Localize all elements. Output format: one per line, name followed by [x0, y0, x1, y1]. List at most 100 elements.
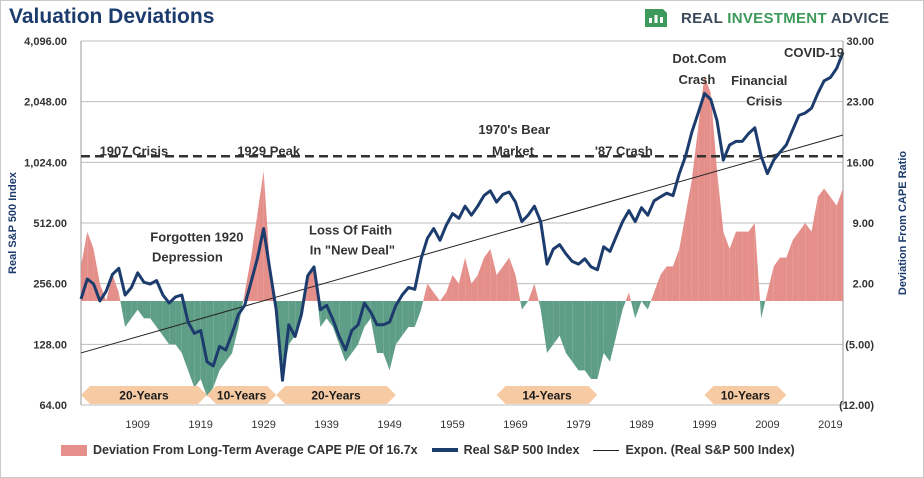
y-right-tick-label: 16.00 — [846, 157, 874, 169]
deviation-area-segment — [717, 171, 724, 301]
period-arrow — [496, 386, 598, 404]
deviation-area-segment — [477, 257, 485, 301]
annotation-label: '87 Crash — [595, 143, 653, 158]
annotation-label: 1970's Bear — [478, 122, 550, 137]
x-axis: 1909 1919 1929 1939 1949 1959 1969 1979 1989 1999… — [125, 419, 842, 431]
deviation-area-segment — [175, 301, 182, 353]
y-right-tick-label: 2.00 — [853, 279, 874, 291]
deviation-area-segment — [660, 266, 667, 301]
deviation-area-segment — [578, 301, 585, 371]
deviation-area-segment — [572, 301, 579, 371]
deviation-area-segment — [591, 301, 598, 379]
legend-swatch-index — [431, 448, 458, 452]
deviation-area-segment — [143, 301, 151, 319]
deviation-area-segment — [780, 257, 787, 301]
period-label: 10-Years — [721, 389, 771, 403]
deviation-area-segment — [765, 292, 768, 301]
y-right-axis-title: Deviation From CAPE Ratio — [897, 151, 909, 296]
deviation-area-segment — [496, 266, 503, 301]
brand-name-part2: INVESTMENT — [727, 9, 827, 27]
legend-item-index: Real S&P 500 Index — [431, 443, 580, 457]
legend-label-index: Real S&P 500 Index — [463, 443, 580, 457]
period-label: 20-Years — [119, 389, 169, 403]
annotation-label: Market — [492, 143, 535, 158]
deviation-area-segment — [257, 171, 264, 301]
annotation-label: Dot.Com — [672, 51, 726, 66]
x-tick-label: 2009 — [755, 419, 779, 431]
annotations: 1907 Crisis 1929 Peak Forgotten 1920 Depres… — [100, 45, 844, 265]
deviation-area-segment — [635, 301, 642, 319]
deviation-area-segment — [156, 301, 163, 336]
period-arrow — [704, 386, 787, 404]
deviation-area-segment — [710, 93, 718, 301]
deviation-area-segment — [471, 275, 478, 301]
legend-item-trend: Expon. (Real S&P 500 Index) — [593, 443, 795, 457]
x-tick-label: 2019 — [818, 419, 842, 431]
deviation-area-segment — [767, 266, 774, 301]
deviation-area-segment — [452, 275, 459, 301]
deviation-area-segment — [484, 249, 491, 301]
y-right-tick-label: (12.00) — [839, 400, 874, 412]
deviation-area-segment — [761, 301, 766, 319]
deviation-area-segment — [446, 275, 453, 301]
y-right-axis: 30.00 23.00 16.00 9.00 2.00 (5.00) (12.00) — [839, 36, 874, 412]
deviation-area-segment — [125, 301, 132, 327]
deviation-area-segment — [654, 275, 661, 301]
deviation-area-segment — [723, 231, 730, 301]
annotation-label: In "New Deal" — [310, 242, 395, 257]
y-left-tick-label: 1,024.00 — [24, 157, 67, 169]
deviation-area-segment — [118, 292, 121, 301]
deviation-area-segment — [395, 301, 403, 345]
deviation-area-segment — [628, 292, 631, 301]
period-label: 14-Years — [522, 389, 572, 403]
x-tick-label: 1999 — [692, 419, 716, 431]
annotation-label: COVID-19 — [784, 45, 844, 60]
deviation-area-segment — [565, 301, 573, 362]
deviation-area-segment — [698, 75, 705, 302]
y-right-tick-label: (5.00) — [845, 339, 874, 351]
y-left-axis-title: Real S&P 500 Index — [7, 171, 19, 274]
deviation-area-segment — [622, 301, 626, 310]
deviation-area-segment — [421, 301, 424, 310]
x-tick-label: 1929 — [251, 419, 275, 431]
deviation-area-segment — [515, 275, 521, 301]
period-arrow — [206, 386, 277, 404]
deviation-area-segment — [773, 257, 781, 301]
y-right-tick-label: 9.00 — [853, 218, 874, 230]
period-label: 20-Years — [311, 389, 361, 403]
annotation-label: Forgotten 1920 — [150, 229, 243, 244]
x-tick-label: 1969 — [503, 419, 527, 431]
deviation-area-segment — [625, 292, 629, 301]
deviation-area-segment — [219, 301, 226, 371]
deviation-area-segment — [685, 179, 692, 301]
deviation-area-segment — [786, 240, 793, 301]
deviation-area-segment — [120, 301, 126, 327]
deviation-area-segment — [691, 127, 699, 302]
deviation-area-segment — [150, 301, 157, 327]
deviation-area-segment — [559, 301, 566, 353]
y-left-tick-label: 128.00 — [33, 339, 67, 351]
x-tick-label: 1909 — [125, 419, 149, 431]
deviation-area-segment — [509, 257, 516, 301]
deviation-area-segment — [376, 301, 384, 353]
deviation-area-segment — [704, 75, 711, 302]
annotation-label: Loss Of Faith — [309, 222, 392, 237]
deviation-area-segment — [408, 301, 415, 327]
annotation-label: Depression — [152, 249, 223, 264]
deviation-area-segment — [213, 301, 220, 388]
brand-name: REAL INVESTMENT ADVICE — [681, 10, 889, 27]
deviation-area-segment — [520, 301, 522, 310]
deviation-area-segment — [830, 197, 837, 301]
deviation-area-segment — [811, 197, 818, 301]
y-left-tick-label: 2,048.00 — [24, 97, 67, 109]
y-left-tick-label: 512.00 — [33, 218, 67, 230]
deviation-area-segment — [748, 223, 755, 301]
deviation-area-segment — [433, 292, 440, 301]
x-tick-label: 1939 — [314, 419, 338, 431]
period-arrows: 20-Years 10-Years 20-Years 14-Years 10-Years — [81, 386, 787, 404]
deviation-area-segment — [759, 301, 762, 319]
deviation-area-segment — [735, 231, 743, 301]
deviation-area-segment — [458, 257, 466, 301]
deviation-area-segment — [540, 301, 548, 353]
